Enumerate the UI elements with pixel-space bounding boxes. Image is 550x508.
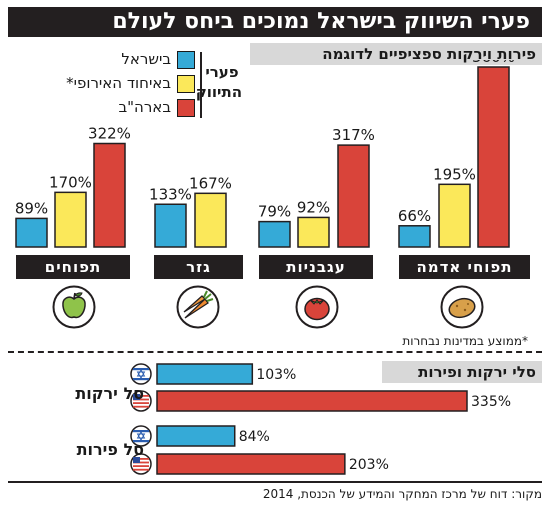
us-flag-stripe	[133, 458, 149, 460]
us-flag-canton	[133, 457, 140, 463]
bar-usa-3	[477, 66, 510, 248]
bar-eu-2	[297, 216, 330, 248]
bar-eu-1	[194, 192, 227, 248]
basket-value-label-1-1: 203%	[349, 457, 389, 473]
basket-value-label-0-1: 84%	[239, 429, 270, 445]
legend-label-usa: בארה"ב	[118, 98, 171, 116]
bar-eu-0	[54, 191, 87, 248]
bar-value-label-eu-3: 195%	[433, 165, 476, 183]
bar-value-label-israel-2: 79%	[258, 203, 291, 221]
specific-products-heading: פירות וירקות ספציפיים לדוגמה	[250, 43, 542, 65]
page-title: פערי השיווק בישראל נמוכים ביחס לעולם	[8, 7, 542, 37]
bar-value-label-eu-0: 170%	[49, 173, 92, 191]
israel-flag-icon	[130, 363, 152, 385]
legend-label-israel: בישראל	[121, 50, 171, 68]
bar-value-label-usa-1: 133%	[149, 185, 192, 203]
footnote: *ממוצע במדינות נבחרות	[402, 334, 528, 348]
fruits-basket-label: סל פירות	[76, 440, 144, 459]
bar-value-label-eu-1: 167%	[189, 174, 232, 192]
tomato-icon	[295, 285, 339, 329]
us-flag-canton	[133, 394, 140, 400]
us-flag-stripe	[133, 461, 149, 464]
bar-value-label-israel-0: 89%	[15, 199, 48, 217]
category-label-carrots: גזר	[154, 255, 243, 279]
bar-usa-1	[154, 203, 187, 248]
basket-value-label-0-0: 103%	[256, 367, 296, 383]
specific-products-bar-chart: 89%170% 322% 167%133% 79% 92% 317% 66% 195% 560%	[15, 60, 515, 248]
bar-israel-3	[398, 225, 431, 248]
us-flag-stripe	[133, 395, 149, 397]
baskets-heading: סלי ירקות ופירות	[382, 361, 542, 383]
legend-item-eu: באיחוד האירופי*	[66, 74, 195, 93]
basket-value-label-1-0: 335%	[471, 394, 511, 410]
legend-swatch-eu	[177, 74, 195, 93]
legend-swatch-usa	[177, 98, 195, 117]
vegetables-basket-label: סל ירקות	[75, 384, 144, 403]
bar-value-label-usa-3: 560%	[472, 60, 515, 66]
baskets-bar-chart: 103% 335% 84% 203%	[130, 363, 511, 475]
israel-flag-stripe	[133, 368, 149, 371]
footer-rule	[8, 481, 542, 483]
bar-value-label-usa-2: 317%	[332, 126, 375, 144]
bar-eu-3	[438, 183, 471, 248]
apple-icon	[52, 285, 96, 329]
us-flag-stripe	[133, 398, 149, 401]
bar-usa-2	[337, 144, 370, 248]
legend-item-israel: בישראל	[121, 50, 195, 69]
us-flag-stripe	[133, 402, 149, 404]
category-label-apples: תפוחים	[16, 255, 130, 279]
legend-item-usa: בארה"ב	[118, 98, 195, 117]
legend-heading-line1: פערי	[205, 63, 239, 81]
legend-swatch-israel	[177, 50, 195, 69]
us-flag-stripe	[133, 465, 149, 467]
israel-flag-star	[136, 431, 146, 441]
bar-value-label-usa-0: 322%	[88, 125, 131, 143]
israel-flag-stripe	[133, 378, 149, 381]
us-flag-stripe	[133, 468, 149, 471]
us-flag-stripe	[133, 405, 149, 408]
carrot-icon	[176, 285, 220, 329]
bar-value-label-israel-3: 66%	[398, 207, 431, 225]
bar-usa-0	[93, 142, 126, 248]
israel-flag-stripe	[133, 440, 149, 443]
legend-heading-line2: התיווק	[195, 83, 242, 101]
basket-bar-0-1	[156, 425, 236, 447]
category-label-tomatoes: עגבניות	[259, 255, 373, 279]
basket-bar-1-1	[156, 453, 346, 475]
israel-flag-star	[136, 369, 146, 379]
legend-label-eu: באיחוד האירופי*	[66, 74, 171, 92]
basket-bar-1-0	[156, 390, 468, 412]
legend-heading: פערי התיווק	[195, 62, 242, 102]
basket-bar-0-0	[156, 363, 254, 385]
section-divider	[8, 351, 542, 353]
category-label-potatoes: תפוחי אדמה	[399, 255, 530, 279]
israel-flag-stripe	[133, 430, 149, 433]
legend-divider	[200, 52, 202, 118]
source-note: מקור: דוח של מרכז המחקר והמידע של הכנסת,…	[262, 487, 542, 501]
bar-israel-2	[258, 220, 291, 248]
bar-value-label-eu-2: 92%	[297, 198, 330, 216]
potato-icon	[440, 285, 484, 329]
bar-israel-0	[15, 217, 48, 248]
